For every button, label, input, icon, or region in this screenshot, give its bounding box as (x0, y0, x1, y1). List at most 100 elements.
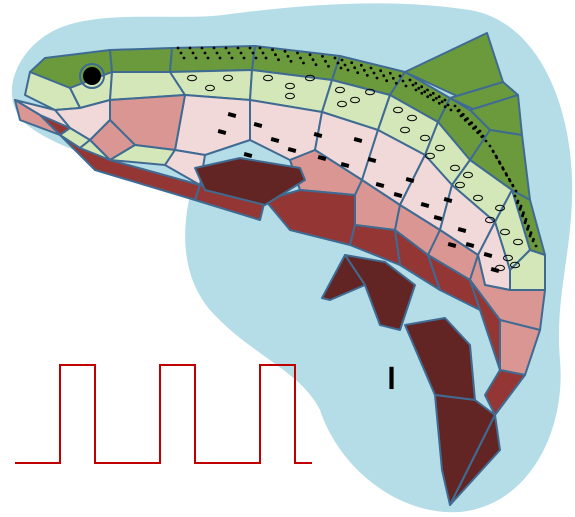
back-dot (507, 177, 511, 181)
back-dot (527, 224, 530, 228)
back-dot (314, 63, 318, 67)
back-dot (324, 59, 327, 63)
back-dot (350, 61, 354, 65)
eye-icon (79, 63, 105, 89)
band-oval (510, 261, 520, 269)
back-dot (182, 56, 186, 60)
band-oval (425, 152, 435, 160)
band-oval (285, 92, 295, 100)
back-dot (532, 237, 535, 241)
back-dot (398, 74, 402, 78)
band-oval (495, 204, 505, 212)
back-dot (494, 154, 498, 158)
back-dot (414, 88, 418, 92)
back-dot (472, 127, 475, 130)
back-dot (480, 135, 484, 139)
head (14, 63, 206, 186)
back-dot (426, 95, 430, 99)
back-dot (194, 56, 198, 60)
belly-dash (353, 137, 363, 143)
belly-dash (465, 242, 475, 248)
dorsal-band (29, 45, 546, 256)
back-dot (283, 49, 287, 53)
dorsal-fin (404, 32, 523, 136)
back-dot (437, 101, 441, 105)
belly-dash (340, 162, 350, 168)
back-dot (203, 51, 207, 55)
back-dot (514, 189, 518, 193)
band-oval (393, 106, 403, 114)
band-oval (400, 126, 410, 134)
back-dot (449, 108, 453, 112)
back-dot (446, 103, 450, 107)
band-oval (407, 114, 417, 122)
back-dot (236, 46, 240, 50)
back-dot (459, 114, 463, 118)
back-dot (289, 59, 293, 63)
back-dot (239, 51, 243, 55)
back-dot (188, 46, 192, 50)
belly-dash (490, 267, 500, 273)
back-dot (359, 63, 363, 67)
back-dot (299, 56, 302, 60)
back-dot (420, 91, 424, 95)
tail-fin-lower (449, 414, 501, 506)
back-dot (327, 64, 330, 68)
back-dot (179, 51, 183, 55)
back-dot (394, 81, 398, 85)
back-dot (264, 56, 268, 60)
back-dot (271, 48, 274, 52)
back-dot (346, 68, 350, 72)
back-dots (176, 46, 538, 248)
belly-dash (227, 112, 237, 118)
belly-dash (243, 152, 253, 158)
back-dot (379, 69, 383, 73)
back-dot (513, 194, 517, 198)
back-dot (408, 78, 412, 82)
back-dot (491, 149, 495, 153)
back-dot (519, 204, 523, 208)
band-oval (263, 74, 273, 82)
back-dot (484, 139, 488, 143)
band-oval (473, 194, 483, 202)
back-dot (212, 46, 216, 50)
back-dot (261, 51, 265, 55)
belly-dash (483, 252, 493, 258)
back-dot (432, 98, 435, 102)
back-dot (353, 66, 357, 70)
back-dot (321, 54, 324, 58)
belly-dash (287, 147, 297, 153)
back-dot (224, 46, 228, 50)
band-oval (335, 86, 345, 94)
back-dot (375, 76, 379, 80)
band-oval (205, 84, 215, 92)
back-dot (453, 104, 457, 108)
belly-dash (447, 242, 457, 248)
back-dot (340, 58, 344, 62)
band-oval (500, 228, 510, 236)
back-dot (516, 199, 520, 203)
band-oval (513, 238, 523, 246)
back-dot (215, 51, 219, 55)
back-dot (191, 51, 195, 55)
back-dot (423, 90, 427, 94)
back-dot (534, 244, 538, 248)
back-dot (488, 144, 492, 148)
back-dot (388, 71, 392, 75)
back-dot (308, 53, 312, 57)
belly-dash (375, 182, 385, 188)
back-dot (356, 71, 360, 75)
back-dot (511, 183, 515, 187)
back-dot (463, 118, 467, 122)
fins (194, 157, 501, 506)
back-dot (343, 63, 347, 67)
back-dot (248, 46, 252, 50)
band-oval (187, 74, 197, 82)
back-dot (230, 56, 234, 60)
back-dot (524, 217, 528, 221)
back-dot (522, 211, 525, 215)
band-oval (350, 96, 360, 104)
back-dot (254, 56, 258, 60)
band-ovals (187, 74, 523, 272)
